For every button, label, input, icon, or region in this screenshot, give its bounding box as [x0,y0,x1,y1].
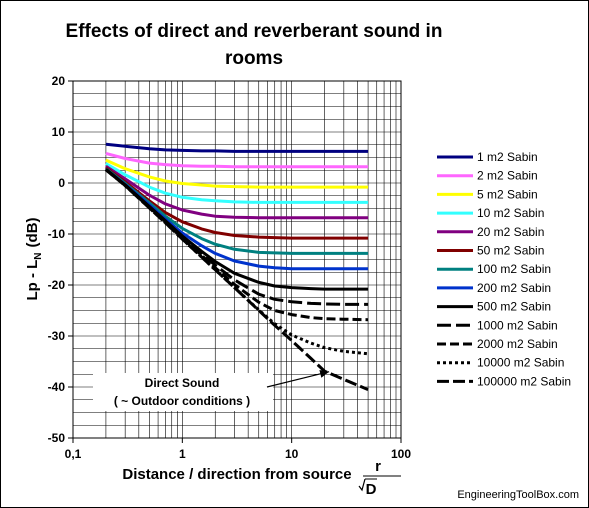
y-axis-label-main: Lp - L [24,260,41,301]
chart-title-line1: Effects of direct and reverberant sound … [66,21,443,42]
series-line-4 [105,162,369,204]
y-axis-label-subscript: N [33,252,44,259]
x-axis-label-numerator: r [375,458,381,475]
y-tick-label: -30 [48,329,66,343]
legend-label: 200 m2 Sabin [477,281,551,295]
annotation-arrow [266,371,330,388]
annotation-line2: ( ~ Outdoor conditions ) [114,394,250,408]
y-tick-label: 20 [52,74,66,88]
annotation-line1: Direct Sound [145,376,220,390]
credit-text: EngineeringToolBox.com [457,489,579,501]
legend-label: 50 m2 Sabin [477,244,544,258]
series-line-6 [105,166,369,240]
y-tick-label: 0 [58,176,65,190]
y-tick-label: -40 [48,380,66,394]
annotation-box [93,373,273,411]
y-tick-label: -20 [48,278,66,292]
series-line-12 [104,168,369,356]
x-tick-label: 100 [391,447,411,461]
legend-label: 20 m2 Sabin [477,225,544,239]
series-line-5 [105,164,369,220]
series-line-13 [104,168,369,391]
series-line-7 [104,167,369,255]
legend-label: 1000 m2 Sabin [477,318,558,332]
series-line-11 [104,168,369,322]
legend-label: 2 m2 Sabin [477,169,538,183]
y-tick-label: -50 [48,431,66,445]
y-axis-label-unit: (dB) [24,217,41,247]
legend-label: 1 m2 Sabin [477,150,538,164]
legend-label: 2000 m2 Sabin [477,337,558,351]
x-axis-label: Distance / direction from source [122,466,351,483]
series-line-3 [105,158,369,189]
chart-title-line2: rooms [225,48,283,69]
x-tick-label: 1 [179,447,186,461]
plot-area [72,80,402,439]
y-tick-label: 10 [52,125,66,139]
y-axis: 20 10 0 -10 -20 -30 -40 -50 [48,74,73,445]
series-layer [104,142,369,391]
annotation-arrowhead [319,369,330,378]
legend-label: 10000 m2 Sabin [477,356,564,370]
legend-label: 100 m2 Sabin [477,262,551,276]
legend-label: 5 m2 Sabin [477,187,538,201]
x-tick-label: 10 [285,447,299,461]
x-axis: 0,1 1 10 100 [65,438,411,461]
series-line-2 [105,151,369,169]
x-axis-label-denominator: D [366,481,377,498]
y-axis-label-group: Lp - LN (dB) [24,217,44,300]
x-axis-label-root-sign [358,478,366,492]
legend: 1 m2 Sabin 2 m2 Sabin 5 m2 Sabin 10 m2 Sabi… [437,150,571,388]
legend-label: 10 m2 Sabin [477,206,544,220]
y-axis-label: Lp - LN (dB) [24,217,44,300]
legend-label: 500 m2 Sabin [477,300,551,314]
y-tick-label: -10 [48,227,66,241]
x-tick-label: 0,1 [65,447,82,461]
series-line-1 [105,142,369,153]
legend-label: 100000 m2 Sabin [477,374,571,388]
